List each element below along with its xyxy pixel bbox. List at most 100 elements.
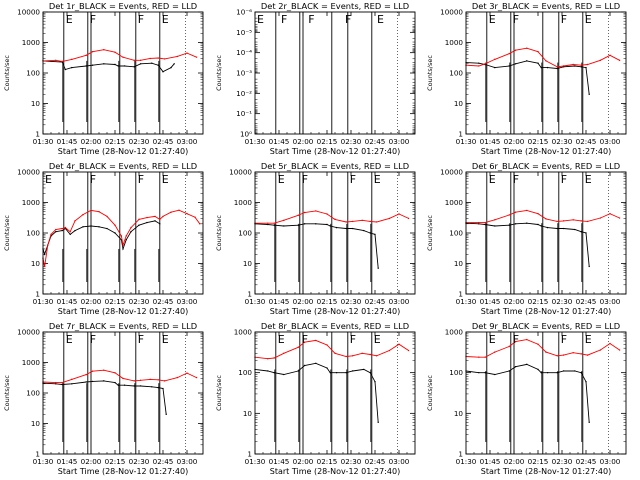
events-data-point (526, 222, 528, 224)
x-tick-label: 01:45 (57, 297, 78, 306)
events-data-point (139, 385, 142, 387)
events-data-point (494, 373, 496, 376)
events-data-point (377, 267, 379, 269)
x-axis-label: Start Time (28-Nov-12 01:27:40) (481, 307, 611, 316)
plot-frame (465, 331, 627, 455)
mode-marker-label: E (278, 173, 285, 186)
mode-marker-label: E (278, 333, 285, 346)
x-axis-label: Start Time (28-Nov-12 01:27:40) (270, 467, 400, 476)
events-series-line (465, 60, 590, 95)
lld-data-point (351, 355, 354, 357)
lld-data-point (195, 376, 198, 379)
events-data-point (106, 227, 108, 230)
x-tick-label: 01:30 (245, 457, 266, 466)
events-data-point (514, 223, 517, 225)
mode-marker-label: E (585, 13, 592, 26)
events-data-point (546, 226, 549, 229)
lld-data-point (106, 215, 108, 218)
x-tick-label: 01:30 (456, 457, 477, 466)
y-tick-label: 100 (26, 229, 40, 238)
y-tick-label: 1000 (445, 38, 464, 47)
y-tick-label: 100 (238, 229, 252, 238)
lld-data-point (508, 214, 510, 216)
lld-data-point (361, 352, 363, 354)
events-data-point (267, 370, 269, 372)
y-axis-label: Counts/sec (3, 375, 11, 411)
x-tick-label: 02:15 (317, 457, 338, 466)
lld-data-point (303, 211, 306, 214)
y-tick-label: 10⁰ (240, 130, 252, 139)
x-tick-label: 02:00 (504, 297, 525, 306)
events-data-point (588, 93, 590, 96)
lld-data-point (267, 222, 269, 224)
chart-title: Det 5r_BLACK = Events, RED = LLD (261, 161, 409, 171)
lld-data-point (74, 220, 76, 222)
y-tick-label: 10000 (17, 168, 40, 177)
mode-marker-label: E (66, 13, 73, 26)
lld-data-point (43, 265, 46, 268)
events-data-point (122, 248, 124, 250)
events-data-point (283, 373, 285, 376)
x-tick-label: 02:45 (576, 297, 597, 306)
lld-data-point (61, 381, 63, 384)
y-tick-label: 1000 (445, 328, 464, 337)
lld-data-point (163, 58, 166, 60)
events-data-point (546, 66, 549, 69)
x-tick-label: 03:00 (389, 297, 410, 306)
events-data-point (123, 384, 126, 386)
lld-data-point (494, 219, 496, 221)
x-tick-label: 02:45 (153, 297, 174, 306)
lld-data-point (351, 220, 354, 223)
y-tick-label: 1000 (22, 198, 41, 207)
lld-data-point (526, 338, 528, 341)
y-axis-label: Counts/sec (426, 55, 434, 91)
x-tick-label: 02:45 (365, 297, 386, 306)
chart-panel: Det 9r_BLACK = Events, RED = LLD Counts/s… (426, 321, 627, 476)
events-data-point (103, 63, 105, 65)
y-tick-label: 10⁻¹ (236, 109, 252, 118)
x-tick-label: 03:00 (177, 137, 198, 146)
y-tick-label: 10 (243, 259, 253, 268)
plot-frame (42, 331, 204, 455)
lld-data-point (199, 223, 201, 225)
events-data-point (170, 66, 172, 69)
lld-data-point (82, 213, 84, 216)
events-data-point (585, 380, 587, 383)
mode-marker-label: F (513, 173, 519, 186)
x-tick-label: 01:45 (57, 137, 78, 146)
events-data-point (61, 229, 63, 232)
x-axis-label: Start Time (28-Nov-12 01:27:40) (58, 467, 188, 476)
lld-data-point (283, 352, 285, 354)
x-tick-label: 01:30 (245, 137, 266, 146)
lld-data-point (586, 354, 589, 356)
lld-series-line (42, 209, 201, 267)
mode-marker-label: E (377, 13, 384, 26)
events-data-point (526, 60, 528, 62)
events-data-point (326, 367, 328, 369)
lld-data-point (586, 220, 589, 223)
lld-data-point (545, 60, 547, 62)
chart-title: Det 6r_BLACK = Events, RED = LLD (472, 161, 620, 171)
y-tick-label: 1000 (234, 198, 253, 207)
lld-data-point (562, 220, 565, 222)
events-data-point (138, 224, 140, 226)
lld-data-point (55, 59, 57, 62)
plot-frame (465, 11, 627, 135)
lld-data-point (572, 219, 574, 221)
x-tick-label: 02:15 (528, 457, 549, 466)
y-tick-label: 10000 (440, 168, 463, 177)
lld-data-point (398, 213, 400, 215)
events-data-point (335, 226, 338, 229)
events-data-point (98, 226, 100, 228)
lld-data-point (572, 351, 574, 354)
x-tick-label: 02:00 (81, 457, 102, 466)
y-tick-label: 10000 (17, 328, 40, 337)
y-tick-label: 10 (31, 99, 41, 108)
lld-data-point (133, 59, 135, 62)
lld-data-point (609, 54, 611, 57)
events-data-point (162, 387, 164, 390)
lld-data-point (508, 52, 510, 55)
lld-data-point (562, 65, 565, 67)
y-tick-label: 1000 (445, 198, 464, 207)
lld-data-point (114, 224, 116, 226)
